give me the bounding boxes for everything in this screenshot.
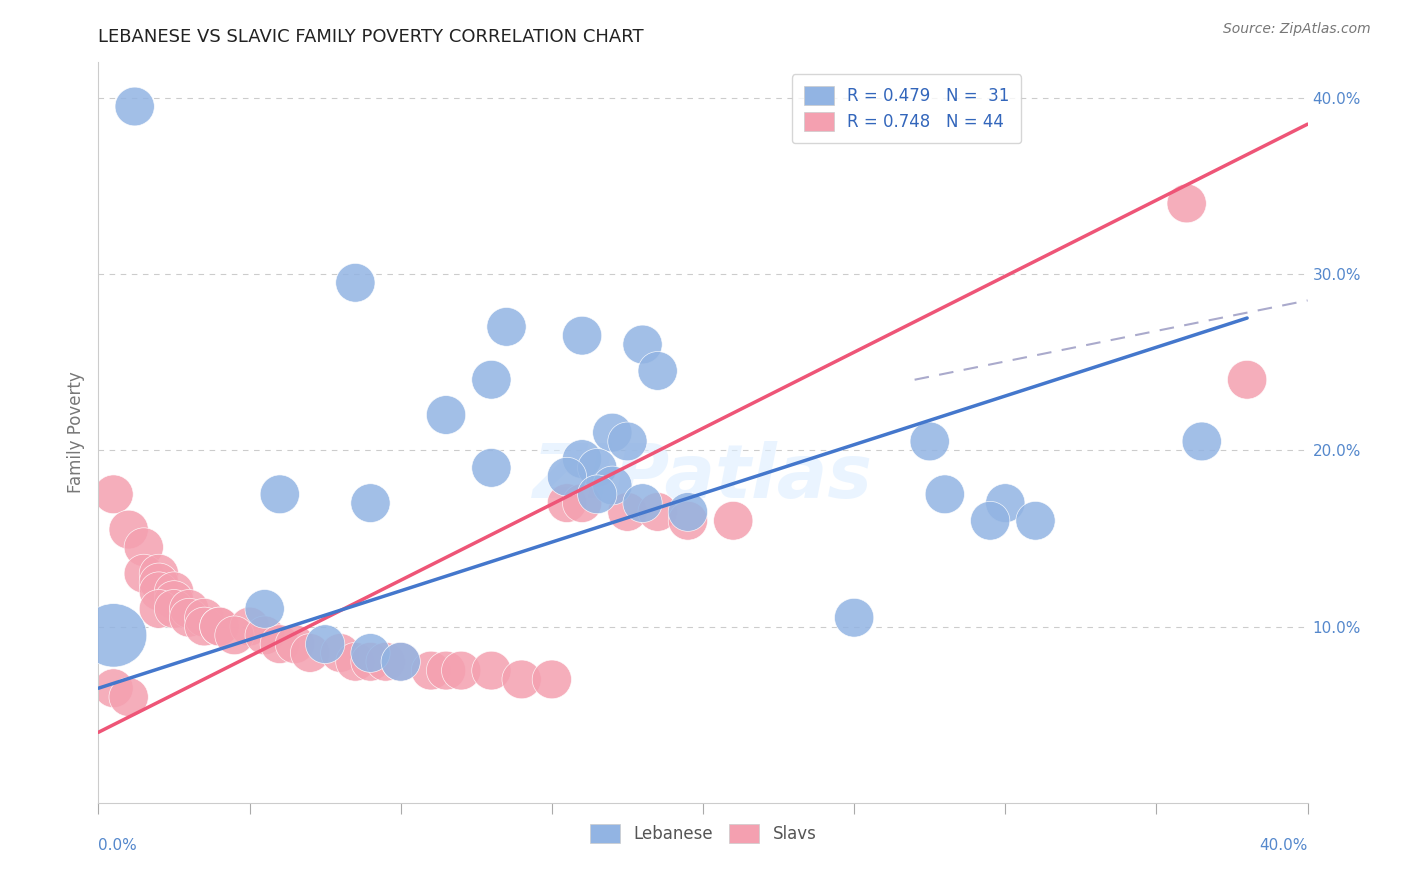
Ellipse shape xyxy=(472,360,510,399)
Ellipse shape xyxy=(170,590,208,628)
Ellipse shape xyxy=(139,572,179,611)
Ellipse shape xyxy=(502,660,541,698)
Ellipse shape xyxy=(336,642,375,681)
Ellipse shape xyxy=(352,642,389,681)
Ellipse shape xyxy=(381,642,420,681)
Ellipse shape xyxy=(1227,360,1267,399)
Ellipse shape xyxy=(245,616,284,655)
Ellipse shape xyxy=(155,572,194,611)
Ellipse shape xyxy=(623,483,662,523)
Ellipse shape xyxy=(139,563,179,602)
Text: 40.0%: 40.0% xyxy=(1260,838,1308,854)
Ellipse shape xyxy=(638,351,678,391)
Ellipse shape xyxy=(200,607,239,646)
Ellipse shape xyxy=(593,413,631,452)
Ellipse shape xyxy=(441,651,481,690)
Ellipse shape xyxy=(486,308,526,346)
Ellipse shape xyxy=(562,317,602,355)
Ellipse shape xyxy=(607,492,647,532)
Ellipse shape xyxy=(94,669,134,707)
Ellipse shape xyxy=(533,660,571,698)
Ellipse shape xyxy=(547,483,586,523)
Ellipse shape xyxy=(668,501,707,541)
Ellipse shape xyxy=(426,396,465,434)
Ellipse shape xyxy=(578,475,617,514)
Ellipse shape xyxy=(260,624,299,664)
Ellipse shape xyxy=(562,440,602,478)
Text: Source: ZipAtlas.com: Source: ZipAtlas.com xyxy=(1223,22,1371,37)
Ellipse shape xyxy=(260,475,299,514)
Ellipse shape xyxy=(547,458,586,496)
Ellipse shape xyxy=(593,467,631,505)
Ellipse shape xyxy=(472,449,510,487)
Ellipse shape xyxy=(1017,501,1054,541)
Text: LEBANESE VS SLAVIC FAMILY POVERTY CORRELATION CHART: LEBANESE VS SLAVIC FAMILY POVERTY CORREL… xyxy=(98,28,644,45)
Ellipse shape xyxy=(352,633,389,673)
Ellipse shape xyxy=(245,590,284,628)
Ellipse shape xyxy=(305,624,344,664)
Ellipse shape xyxy=(80,604,146,667)
Ellipse shape xyxy=(472,651,510,690)
Ellipse shape xyxy=(910,422,949,461)
Ellipse shape xyxy=(124,554,163,593)
Ellipse shape xyxy=(970,501,1010,541)
Ellipse shape xyxy=(321,633,360,673)
Ellipse shape xyxy=(155,590,194,628)
Ellipse shape xyxy=(1167,184,1206,223)
Ellipse shape xyxy=(124,528,163,566)
Ellipse shape xyxy=(578,449,617,487)
Legend: Lebanese, Slavs: Lebanese, Slavs xyxy=(583,817,823,850)
Ellipse shape xyxy=(139,590,179,628)
Ellipse shape xyxy=(835,599,873,637)
Text: ZIPatlas: ZIPatlas xyxy=(533,441,873,514)
Ellipse shape xyxy=(110,678,148,716)
Ellipse shape xyxy=(562,483,602,523)
Ellipse shape xyxy=(184,599,224,637)
Text: 0.0%: 0.0% xyxy=(98,838,138,854)
Ellipse shape xyxy=(381,642,420,681)
Ellipse shape xyxy=(110,510,148,549)
Ellipse shape xyxy=(139,554,179,593)
Ellipse shape xyxy=(200,607,239,646)
Ellipse shape xyxy=(714,501,752,541)
Ellipse shape xyxy=(291,633,329,673)
Ellipse shape xyxy=(366,642,405,681)
Ellipse shape xyxy=(336,263,375,302)
Ellipse shape xyxy=(352,483,389,523)
Ellipse shape xyxy=(412,651,450,690)
Ellipse shape xyxy=(276,624,315,664)
Ellipse shape xyxy=(607,422,647,461)
Ellipse shape xyxy=(170,599,208,637)
Ellipse shape xyxy=(94,475,134,514)
Ellipse shape xyxy=(155,581,194,619)
Ellipse shape xyxy=(1182,422,1222,461)
Y-axis label: Family Poverty: Family Poverty xyxy=(66,372,84,493)
Ellipse shape xyxy=(668,492,707,532)
Ellipse shape xyxy=(184,607,224,646)
Ellipse shape xyxy=(231,607,269,646)
Ellipse shape xyxy=(623,325,662,364)
Ellipse shape xyxy=(426,651,465,690)
Ellipse shape xyxy=(638,492,678,532)
Ellipse shape xyxy=(925,475,965,514)
Ellipse shape xyxy=(115,87,155,126)
Ellipse shape xyxy=(986,483,1025,523)
Ellipse shape xyxy=(215,616,254,655)
